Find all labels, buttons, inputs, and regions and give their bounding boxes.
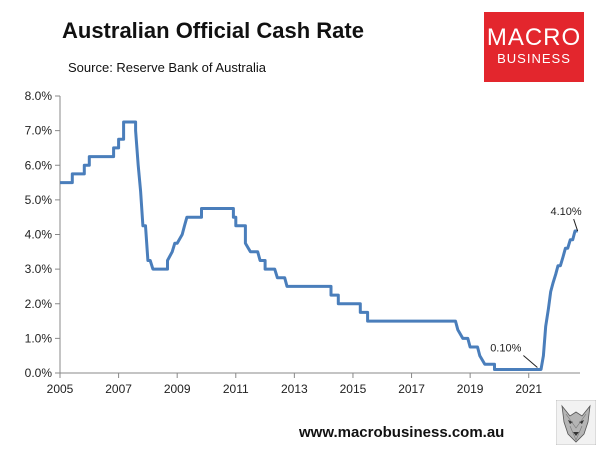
annotations: 0.10% 4.10% <box>490 206 582 368</box>
macrobusiness-logo: MACRO BUSINESS <box>484 12 584 82</box>
y-tick-label: 4.0% <box>25 228 53 242</box>
wolf-logo-icon <box>556 400 596 445</box>
annotation-label: 0.10% <box>490 343 521 355</box>
y-axis-ticks: 0.0% 1.0% 2.0% 3.0% 4.0% 5.0% 6.0% 7.0% 8.0% <box>25 89 60 380</box>
chart-subtitle: Source: Reserve Bank of Australia <box>68 60 266 75</box>
annotation-label: 4.10% <box>550 206 581 218</box>
x-tick-label: 2007 <box>105 382 132 396</box>
y-tick-label: 8.0% <box>25 89 53 103</box>
y-tick-label: 1.0% <box>25 331 53 345</box>
x-tick-label: 2021 <box>515 382 542 396</box>
y-tick-label: 2.0% <box>25 297 53 311</box>
x-tick-label: 2005 <box>47 382 74 396</box>
y-tick-label: 3.0% <box>25 262 53 276</box>
y-tick-label: 7.0% <box>25 124 53 138</box>
annotation-leader <box>573 218 579 232</box>
y-tick-label: 0.0% <box>25 366 53 380</box>
y-tick-label: 6.0% <box>25 158 53 172</box>
annotation-leader <box>523 355 538 368</box>
y-tick-label: 5.0% <box>25 193 53 207</box>
website-url: www.macrobusiness.com.au <box>299 424 505 441</box>
x-tick-label: 2019 <box>457 382 484 396</box>
x-tick-label: 2013 <box>281 382 308 396</box>
x-tick-label: 2017 <box>398 382 425 396</box>
logo-line-macro: MACRO <box>486 24 582 51</box>
chart-title: Australian Official Cash Rate <box>62 18 364 43</box>
x-tick-label: 2015 <box>340 382 367 396</box>
x-axis-ticks: 2005 2007 2009 2011 2013 2015 2017 2019 2021 <box>47 373 542 396</box>
x-tick-label: 2009 <box>164 382 191 396</box>
series-group <box>60 120 578 371</box>
chart-axes <box>59 96 580 374</box>
cash-rate-series-line <box>60 120 578 371</box>
logo-line-business: BUSINESS <box>497 51 571 66</box>
x-tick-label: 2011 <box>223 382 249 396</box>
